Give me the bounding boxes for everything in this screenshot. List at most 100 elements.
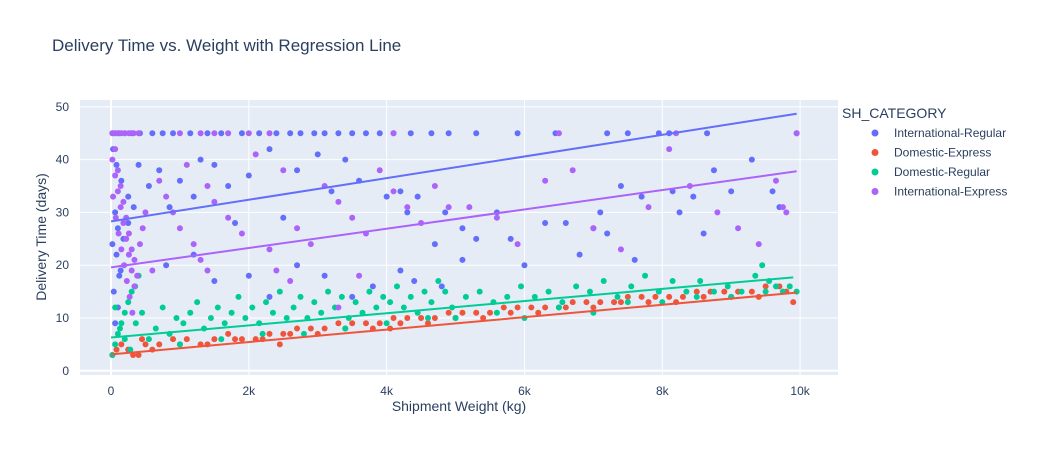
data-point	[752, 272, 759, 279]
legend-item-domestic-regular[interactable]: Domestic-Regular	[871, 165, 991, 179]
legend-item-domestic-express[interactable]: Domestic-Express	[871, 146, 992, 160]
data-point	[314, 151, 321, 158]
data-point	[130, 204, 137, 211]
data-point	[542, 177, 549, 184]
data-point	[531, 293, 538, 300]
legend-label: International-Express	[894, 185, 1007, 199]
data-point	[442, 209, 449, 216]
data-point	[772, 283, 779, 290]
legend[interactable]: SH_CATEGORY International-Regular Domesti…	[842, 105, 1007, 199]
data-point	[125, 230, 132, 237]
data-point	[431, 241, 438, 248]
data-point	[710, 167, 717, 174]
data-point	[504, 293, 511, 300]
data-point	[710, 288, 717, 295]
data-point	[473, 130, 480, 137]
regression-line-domestic-regular	[110, 276, 794, 339]
data-point	[704, 130, 711, 137]
data-point	[679, 293, 686, 300]
data-point	[628, 283, 635, 290]
data-point	[252, 151, 259, 158]
data-point	[435, 278, 442, 285]
data-point	[349, 130, 356, 137]
data-point	[245, 130, 252, 137]
data-point	[404, 314, 411, 321]
y-tick-label: 30	[56, 205, 70, 219]
data-point	[176, 177, 183, 184]
data-point	[238, 336, 245, 343]
y-tick-label: 0	[62, 364, 69, 378]
data-point	[562, 219, 569, 226]
data-point	[614, 293, 621, 300]
data-point	[218, 130, 225, 137]
data-point	[762, 283, 769, 290]
data-point	[600, 278, 607, 285]
legend-marker	[871, 188, 879, 195]
legend-item-international-regular[interactable]: International-Regular	[871, 126, 1007, 140]
data-point	[487, 309, 494, 316]
data-point	[786, 283, 793, 290]
data-point	[204, 130, 211, 137]
data-point	[693, 288, 700, 295]
data-point	[480, 314, 487, 321]
data-point	[159, 304, 166, 311]
data-point	[362, 320, 369, 327]
data-point	[431, 314, 438, 321]
data-point	[459, 225, 466, 232]
data-point	[617, 299, 624, 306]
data-point	[411, 278, 418, 285]
data-point	[542, 304, 549, 311]
data-point	[748, 288, 755, 295]
data-point	[287, 330, 294, 337]
data-point	[112, 304, 119, 311]
data-point	[121, 309, 128, 316]
data-point	[142, 209, 149, 216]
data-point	[131, 283, 138, 290]
regression-line-international-express	[110, 170, 797, 269]
legend-item-international-express[interactable]: International-Express	[871, 185, 1008, 199]
data-point	[245, 172, 252, 179]
grid	[80, 100, 838, 375]
data-point	[280, 330, 287, 337]
data-point	[624, 293, 631, 300]
data-point	[362, 130, 369, 137]
data-point	[428, 299, 435, 306]
data-point	[170, 130, 177, 137]
data-point	[569, 299, 576, 306]
data-point	[783, 209, 790, 216]
data-point	[473, 235, 480, 242]
x-tick-label: 10k	[790, 384, 810, 398]
data-point	[414, 193, 421, 200]
data-point	[700, 293, 707, 300]
data-point	[321, 272, 328, 279]
data-point	[335, 320, 342, 327]
data-point	[631, 256, 638, 263]
data-point	[256, 130, 263, 137]
data-point	[266, 246, 273, 253]
data-point	[459, 309, 466, 316]
data-point	[755, 241, 762, 248]
data-point	[328, 188, 335, 195]
data-point	[197, 130, 204, 137]
data-point	[466, 204, 473, 211]
data-point	[690, 193, 697, 200]
data-point	[125, 219, 132, 226]
data-point	[462, 293, 469, 300]
data-point	[769, 188, 776, 195]
series-domestic-express	[109, 283, 797, 358]
y-axis-title: Delivery Time (days)	[33, 173, 49, 301]
x-tick-label: 2k	[242, 384, 256, 398]
data-point	[134, 272, 141, 279]
data-point	[311, 130, 318, 137]
data-point	[431, 183, 438, 190]
data-point	[115, 230, 122, 237]
data-point	[535, 309, 542, 316]
data-point	[714, 209, 721, 216]
data-point	[514, 241, 521, 248]
data-point	[263, 299, 270, 306]
data-point	[280, 214, 287, 221]
data-point	[283, 314, 290, 321]
data-point	[473, 309, 480, 316]
data-point	[638, 293, 645, 300]
